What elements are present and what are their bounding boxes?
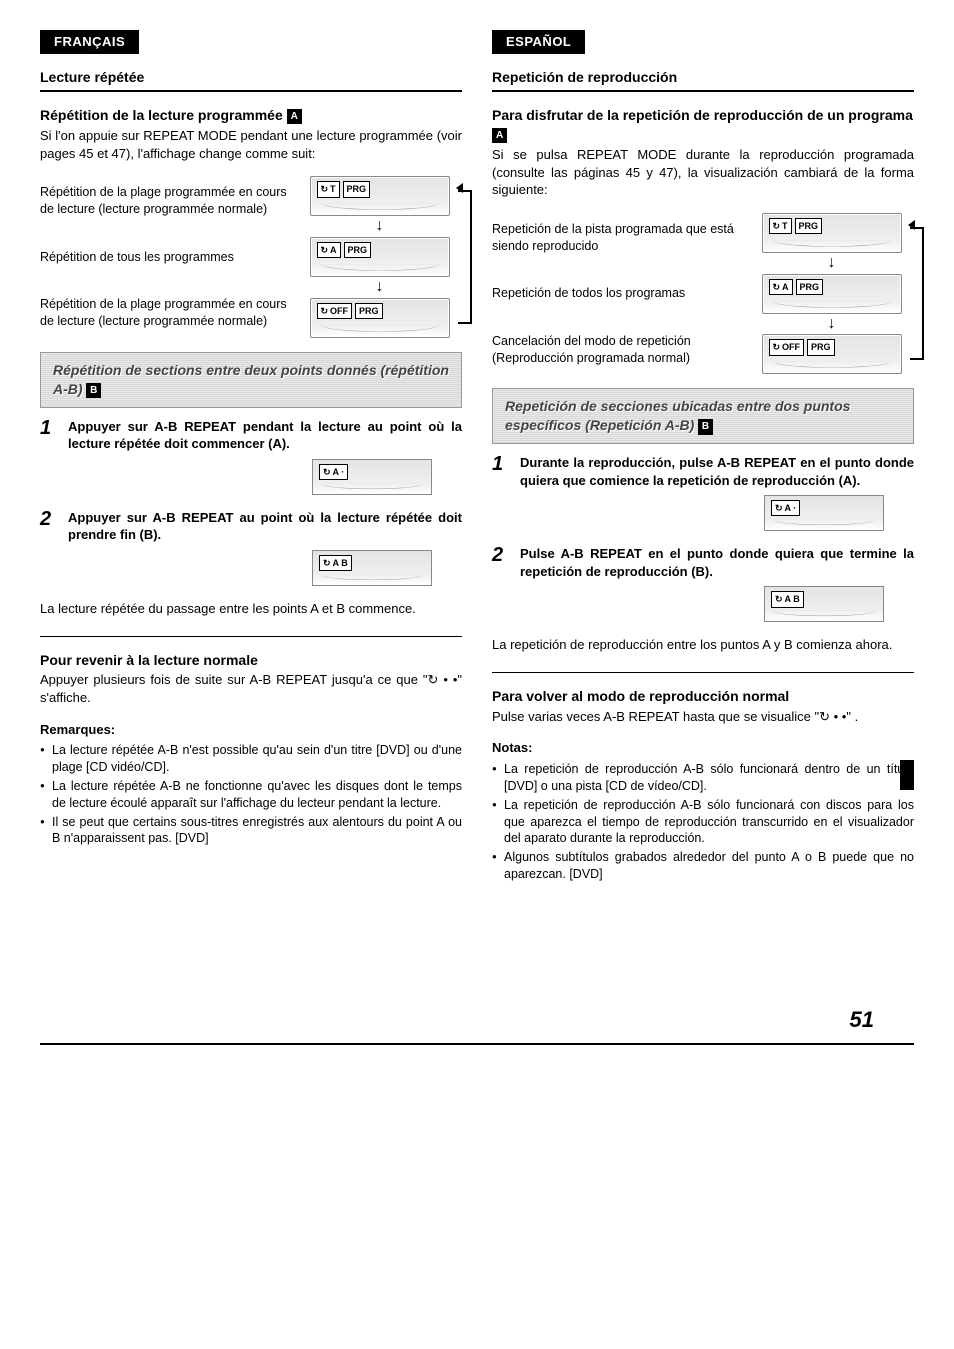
page-footer: 51 <box>40 1005 914 1045</box>
subheading-text: Répétition de la lecture programmée <box>40 107 283 123</box>
notes-title-es: Notas: <box>492 739 914 757</box>
arrow-down-icon: ↓ <box>376 281 384 294</box>
step-number-1: 1 <box>492 454 512 489</box>
icon-b-box: B <box>698 419 713 435</box>
mode-diagram-es: Repetición de la pista programada que es… <box>492 213 914 375</box>
display-mini-a: ↻ A · <box>312 459 432 495</box>
step-number-2: 2 <box>492 545 512 580</box>
note-item: La lecture répétée A-B n'est possible qu… <box>40 742 462 776</box>
display-card-t: ↻ T PRG <box>310 176 450 216</box>
return-text-fr: Appuyer plusieurs fois de suite sur A-B … <box>40 671 462 706</box>
section-box-ab-fr: Répétition de sections entre deux points… <box>40 352 462 408</box>
step2-text: Pulse A-B REPEAT en el punto donde quier… <box>520 545 914 580</box>
icon-a-box: A <box>287 109 302 125</box>
notes-list-fr: La lecture répétée A-B n'est possible qu… <box>40 742 462 847</box>
note-item: Il se peut que certains sous-titres enre… <box>40 814 462 848</box>
display-mini-ab: ↻ A B <box>312 550 432 586</box>
mode3-label: Répétition de la plage programmée en cou… <box>40 292 289 334</box>
notes-title-fr: Remarques: <box>40 721 462 739</box>
step-2-fr: 2 Appuyer sur A-B REPEAT au point où la … <box>40 509 462 544</box>
column-french: FRANÇAIS Lecture répétée Répétition de l… <box>40 30 462 885</box>
divider <box>492 672 914 673</box>
step-1-fr: 1 Appuyer sur A-B REPEAT pendant la lect… <box>40 418 462 453</box>
divider <box>40 636 462 637</box>
loop-line <box>458 190 472 324</box>
intro-para-fr: Si l'on appuie sur REPEAT MODE pendant u… <box>40 127 462 162</box>
return-heading-fr: Pour revenir à la lecture normale <box>40 651 462 670</box>
intro-para-es: Si se pulsa REPEAT MODE durante la repro… <box>492 146 914 199</box>
lang-badge-es: ESPAÑOL <box>492 30 585 54</box>
display-mini-ab: ↻ A B <box>764 586 884 622</box>
note-item: Algunos subtítulos grabados alrededor de… <box>492 849 914 883</box>
subheading-program-fr: Répétition de la lecture programmée A <box>40 106 462 125</box>
after-steps-text-es: La repetición de reproducción entre los … <box>492 636 914 654</box>
return-heading-es: Para volver al modo de reproducción norm… <box>492 687 914 706</box>
step-2-es: 2 Pulse A-B REPEAT en el punto donde qui… <box>492 545 914 580</box>
mode-diagram-fr: Répétition de la plage programmée en cou… <box>40 176 462 338</box>
section-heading-fr: Lecture répétée <box>40 68 462 93</box>
section-box-title: Repetición de secciones ubicadas entre d… <box>505 398 850 433</box>
display-stack: ↻ T PRG ↓ ↻ A PRG ↓ ↻OFF PRG <box>749 213 914 375</box>
mode3-label: Cancelación del modo de repetición (Repr… <box>492 329 741 371</box>
mode2-label: Répétition de tous les programmes <box>40 245 289 270</box>
display-mini-a: ↻ A · <box>764 495 884 531</box>
section-box-title: Répétition de sections entre deux points… <box>53 362 449 397</box>
page-number: 51 <box>850 1005 874 1035</box>
mode2-label: Repetición de todos los programas <box>492 281 741 306</box>
step2-text: Appuyer sur A-B REPEAT au point où la le… <box>68 509 462 544</box>
loop-arrowhead-icon <box>456 183 463 193</box>
step-number-2: 2 <box>40 509 60 544</box>
note-item: La lecture répétée A-B ne fonctionne qu'… <box>40 778 462 812</box>
step-1-es: 1 Durante la reproducción, pulse A-B REP… <box>492 454 914 489</box>
return-text-es: Pulse varias veces A-B REPEAT hasta que … <box>492 708 914 726</box>
icon-b-box: B <box>86 383 101 399</box>
display-stack: ↻ T PRG ↓ ↻ A PRG ↓ ↻OFF PRG <box>297 176 462 338</box>
loop-arrowhead-icon <box>908 220 915 230</box>
section-box-ab-es: Repetición de secciones ubicadas entre d… <box>492 388 914 444</box>
display-card-off: ↻OFF PRG <box>762 334 902 374</box>
step1-text: Appuyer sur A-B REPEAT pendant la lectur… <box>68 418 462 453</box>
arrow-down-icon: ↓ <box>376 220 384 233</box>
lang-badge-fr: FRANÇAIS <box>40 30 139 54</box>
note-item: La repetición de reproducción A-B sólo f… <box>492 761 914 795</box>
mode1-label: Répétition de la plage programmée en cou… <box>40 180 289 222</box>
step1-text: Durante la reproducción, pulse A-B REPEA… <box>520 454 914 489</box>
icon-a-box: A <box>492 128 507 144</box>
arrow-down-icon: ↓ <box>828 318 836 331</box>
notes-list-es: La repetición de reproducción A-B sólo f… <box>492 761 914 883</box>
display-card-a: ↻ A PRG <box>310 237 450 277</box>
step-number-1: 1 <box>40 418 60 453</box>
after-steps-text-fr: La lecture répétée du passage entre les … <box>40 600 462 618</box>
mode1-label: Repetición de la pista programada que es… <box>492 217 741 259</box>
display-card-off: ↻OFF PRG <box>310 298 450 338</box>
arrow-down-icon: ↓ <box>828 257 836 270</box>
display-card-t: ↻ T PRG <box>762 213 902 253</box>
note-item: La repetición de reproducción A-B sólo f… <box>492 797 914 848</box>
section-heading-es: Repetición de reproducción <box>492 68 914 93</box>
display-card-a: ↻ A PRG <box>762 274 902 314</box>
subheading-text: Para disfrutar de la repetición de repro… <box>492 107 913 123</box>
column-spanish: ESPAÑOL Repetición de reproducción Para … <box>492 30 914 885</box>
subheading-program-es: Para disfrutar de la repetición de repro… <box>492 106 914 144</box>
loop-line <box>910 227 924 361</box>
